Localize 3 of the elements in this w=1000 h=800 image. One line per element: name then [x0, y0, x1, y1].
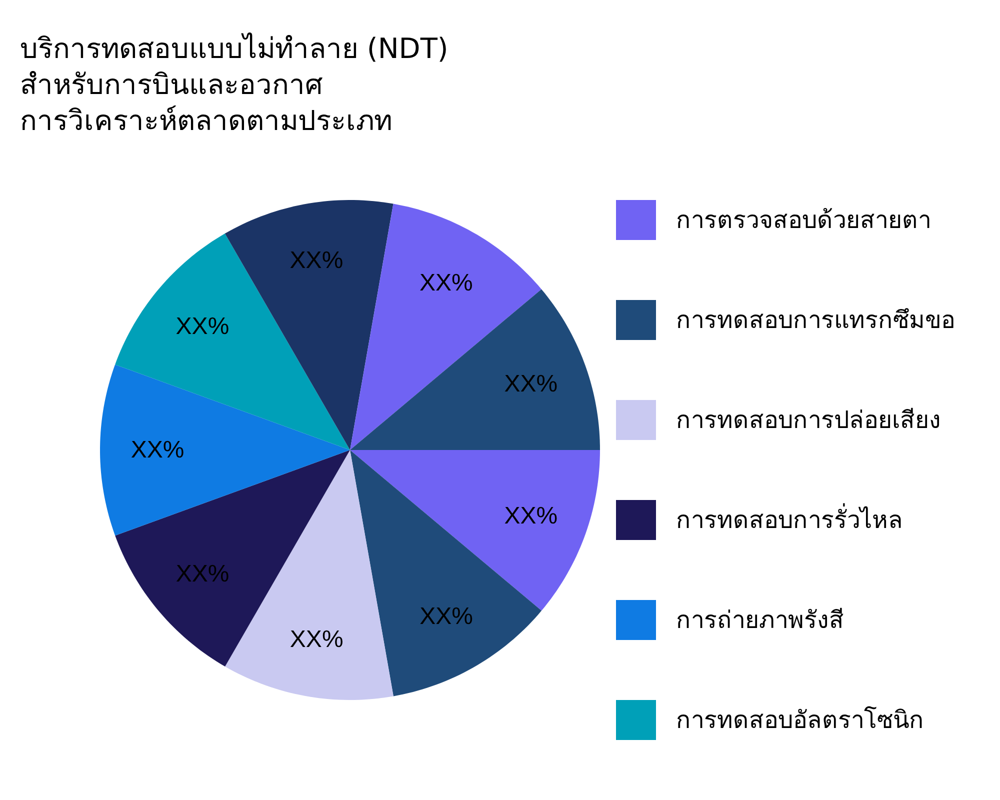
title: บริการทดสอบแบบไม่ทำลาย (NDT)	[20, 32, 448, 65]
title: การวิเคราะห์ตลาดตามประเภท	[20, 104, 392, 137]
title: สำหรับการบินและอวกาศ	[20, 68, 323, 101]
